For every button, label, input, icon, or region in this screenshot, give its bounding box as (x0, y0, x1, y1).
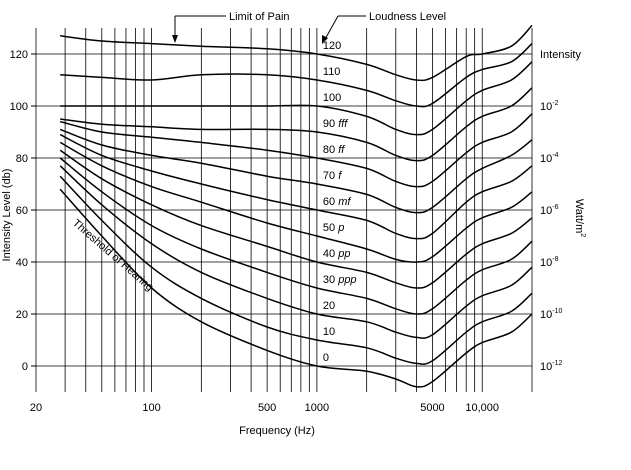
curve-label-level: 60 (323, 196, 335, 208)
loudness-level-label: Loudness Level (369, 11, 446, 23)
curve-label-dynamic: ppp (335, 274, 356, 286)
curve-label-level: 70 (323, 170, 335, 182)
y-tick-label: 60 (16, 205, 28, 217)
curve-label-level: 0 (323, 352, 329, 364)
threshold-of-hearing-label: Threshold of Hearing (70, 217, 155, 293)
x-tick-label: 500 (258, 402, 276, 414)
x-tick-label: 10,000 (465, 402, 499, 414)
y2-axis-title-exponent: 2 (579, 233, 586, 237)
loudness-curve (59, 165, 533, 339)
y2-tick-base: 10 (540, 101, 552, 113)
y2-tick-label: 10-12 (540, 360, 562, 373)
x-tick-label: 5000 (420, 402, 444, 414)
y2-tick-label: 10-8 (540, 256, 559, 269)
loudness-level-annotation: Loudness Level (322, 11, 446, 44)
curve-label-level: 120 (323, 40, 341, 52)
curve-label-dynamic: mf (335, 196, 351, 208)
curve-label-level: 40 (323, 248, 335, 260)
loudness-curve (59, 141, 533, 263)
y2-tick-label: 10-6 (540, 204, 559, 217)
curve-label: 110 (323, 66, 341, 78)
y-tick-label: 0 (22, 361, 28, 373)
y2-tick-base: 10 (540, 361, 552, 373)
curve-label: 100 (323, 92, 341, 104)
y2-tick-exponent: -6 (552, 204, 558, 211)
y2-tick-base: 10 (540, 205, 552, 217)
curve-label-level: 110 (323, 66, 341, 78)
y-tick-label: 40 (16, 257, 28, 269)
curve-label: 90 fff (323, 118, 348, 130)
curve-label-level: 80 (323, 144, 335, 156)
curve-label-dynamic: f (335, 170, 342, 182)
curve-label: 30 ppp (323, 274, 357, 286)
y-tick-label: 100 (10, 101, 28, 113)
curve-label-dynamic: fff (335, 118, 348, 130)
y2-tick-exponent: -12 (552, 360, 562, 367)
curve-label-level: 30 (323, 274, 335, 286)
loudness-curve (59, 128, 533, 214)
curve-label: 20 (323, 300, 335, 312)
curve-label: 120 (323, 40, 341, 52)
curve-label-level: 10 (323, 326, 335, 338)
y2-axis-title: Watt/m2 (573, 199, 586, 237)
limit-of-pain-label: Limit of Pain (229, 11, 290, 23)
curve-label: 80 ff (323, 144, 345, 156)
curve-label-level: 100 (323, 92, 341, 104)
curve-label-dynamic: ff (335, 144, 345, 156)
loudness-curve (60, 61, 533, 136)
curve-label: 50 p (323, 222, 344, 234)
y2-tick-base: 10 (540, 309, 552, 321)
curve-label: 60 mf (323, 196, 351, 208)
loudness-curve (59, 133, 533, 240)
loudness-curve (60, 43, 533, 108)
x-tick-label: 20 (30, 402, 42, 414)
y-tick-label: 120 (10, 49, 28, 61)
y2-tick-label: 10-4 (540, 152, 559, 165)
loudness-curve (60, 113, 533, 188)
curve-label-level: 50 (323, 222, 335, 234)
y2-tick-label: 10-2 (540, 100, 559, 113)
x-tick-label: 1000 (305, 402, 329, 414)
y-tick-label: 80 (16, 153, 28, 165)
y2-tick-base: 10 (540, 257, 552, 269)
loudness-curve (59, 188, 533, 388)
intensity-title: Intensity (540, 49, 581, 61)
curve-label: 0 (323, 352, 329, 364)
curve-label: 10 (323, 326, 335, 338)
limit-of-pain-annotation: Limit of Pain (172, 11, 290, 43)
curve-label: 70 f (323, 170, 342, 182)
y2-tick-base: 10 (540, 153, 552, 165)
y2-axis-title-base: Watt/m (573, 199, 585, 233)
y2-tick-exponent: -2 (552, 100, 558, 107)
curve-label-level: 90 (323, 118, 335, 130)
y2-tick-exponent: -10 (552, 308, 562, 315)
y2-tick-exponent: -4 (552, 152, 558, 159)
y2-tick-exponent: -8 (552, 256, 558, 263)
curve-layer (59, 24, 533, 388)
loudness-curve (60, 87, 533, 162)
x-tick-label: 100 (142, 402, 160, 414)
curve-label-level: 20 (323, 300, 335, 312)
curve-label: 40 pp (323, 248, 351, 260)
y-tick-label: 20 (16, 309, 28, 321)
curve-label-dynamic: pp (335, 248, 350, 260)
y-axis-title: Intensity Level (db) (1, 169, 13, 262)
curve-label-dynamic: p (335, 222, 344, 234)
loudness-curve (59, 157, 533, 315)
y2-axis-title-group: Watt/m2 (573, 199, 586, 237)
loudness-curve (60, 24, 533, 82)
x-axis-title: Frequency (Hz) (239, 425, 315, 437)
loudness-curve (59, 175, 533, 365)
loudness-curve (59, 149, 533, 289)
y2-tick-label: 10-10 (540, 308, 562, 321)
